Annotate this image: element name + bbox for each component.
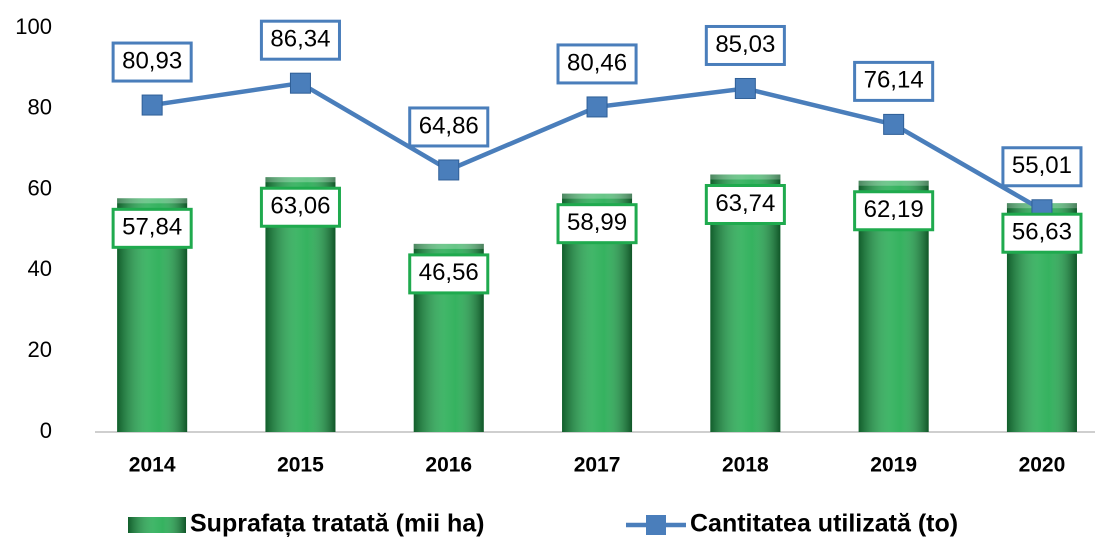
bar-cap <box>413 243 484 249</box>
x-tick-label: 2014 <box>129 454 176 477</box>
y-tick-label: 60 <box>28 175 52 200</box>
legend-marker <box>646 515 666 535</box>
data-label: 86,34 <box>270 26 330 53</box>
data-label-box <box>111 207 193 249</box>
data-label-box <box>1001 212 1083 254</box>
data-label: 55,01 <box>1012 152 1072 179</box>
data-label: 46,56 <box>419 259 479 286</box>
data-label-box <box>1001 146 1083 188</box>
x-tick-label: 2015 <box>277 454 324 477</box>
legend-label: Cantitatea utilizată (to) <box>690 510 958 538</box>
y-tick-label: 40 <box>28 256 52 281</box>
data-label: 63,74 <box>715 190 775 217</box>
data-label-box <box>704 183 786 225</box>
line-marker <box>586 96 608 118</box>
data-label-box <box>259 19 341 61</box>
data-label: 80,93 <box>122 47 182 74</box>
data-label-box <box>853 60 935 102</box>
bar-cap <box>265 177 336 183</box>
bar-cap <box>710 174 781 180</box>
data-label: 57,84 <box>122 214 182 241</box>
data-label-box <box>556 43 638 85</box>
line-marker <box>141 94 163 116</box>
legend-swatch-shade <box>128 517 186 533</box>
data-label: 80,46 <box>567 49 627 76</box>
data-label-box <box>556 203 638 245</box>
data-label-box <box>408 106 490 148</box>
data-label-box <box>259 186 341 228</box>
data-label-box <box>111 41 193 83</box>
y-tick-label: 80 <box>28 95 52 120</box>
line-marker <box>438 159 460 181</box>
legend-label: Suprafața tratată (mii ha) <box>190 510 485 538</box>
data-label-box <box>704 24 786 66</box>
data-label: 76,14 <box>864 67 924 94</box>
bar-cap <box>562 193 633 199</box>
data-label: 63,06 <box>270 193 330 220</box>
data-label-box <box>853 190 935 232</box>
data-label: 85,03 <box>715 31 775 58</box>
line-marker <box>883 113 905 135</box>
x-tick-label: 2017 <box>574 454 621 477</box>
data-label: 62,19 <box>864 196 924 223</box>
data-label-box <box>408 253 490 295</box>
data-label: 64,86 <box>419 112 479 139</box>
data-label: 56,63 <box>1012 219 1072 246</box>
line-marker <box>289 72 311 94</box>
line-marker <box>734 77 756 99</box>
x-tick-label: 2020 <box>1019 454 1066 477</box>
bar-cap <box>117 198 188 204</box>
y-tick-label: 100 <box>15 14 52 39</box>
x-tick-label: 2018 <box>722 454 769 477</box>
x-tick-label: 2016 <box>425 454 472 477</box>
y-tick-label: 20 <box>28 337 52 362</box>
y-tick-label: 0 <box>40 418 52 443</box>
data-label: 58,99 <box>567 209 627 236</box>
bar-cap <box>858 180 929 186</box>
x-tick-label: 2019 <box>870 454 917 477</box>
